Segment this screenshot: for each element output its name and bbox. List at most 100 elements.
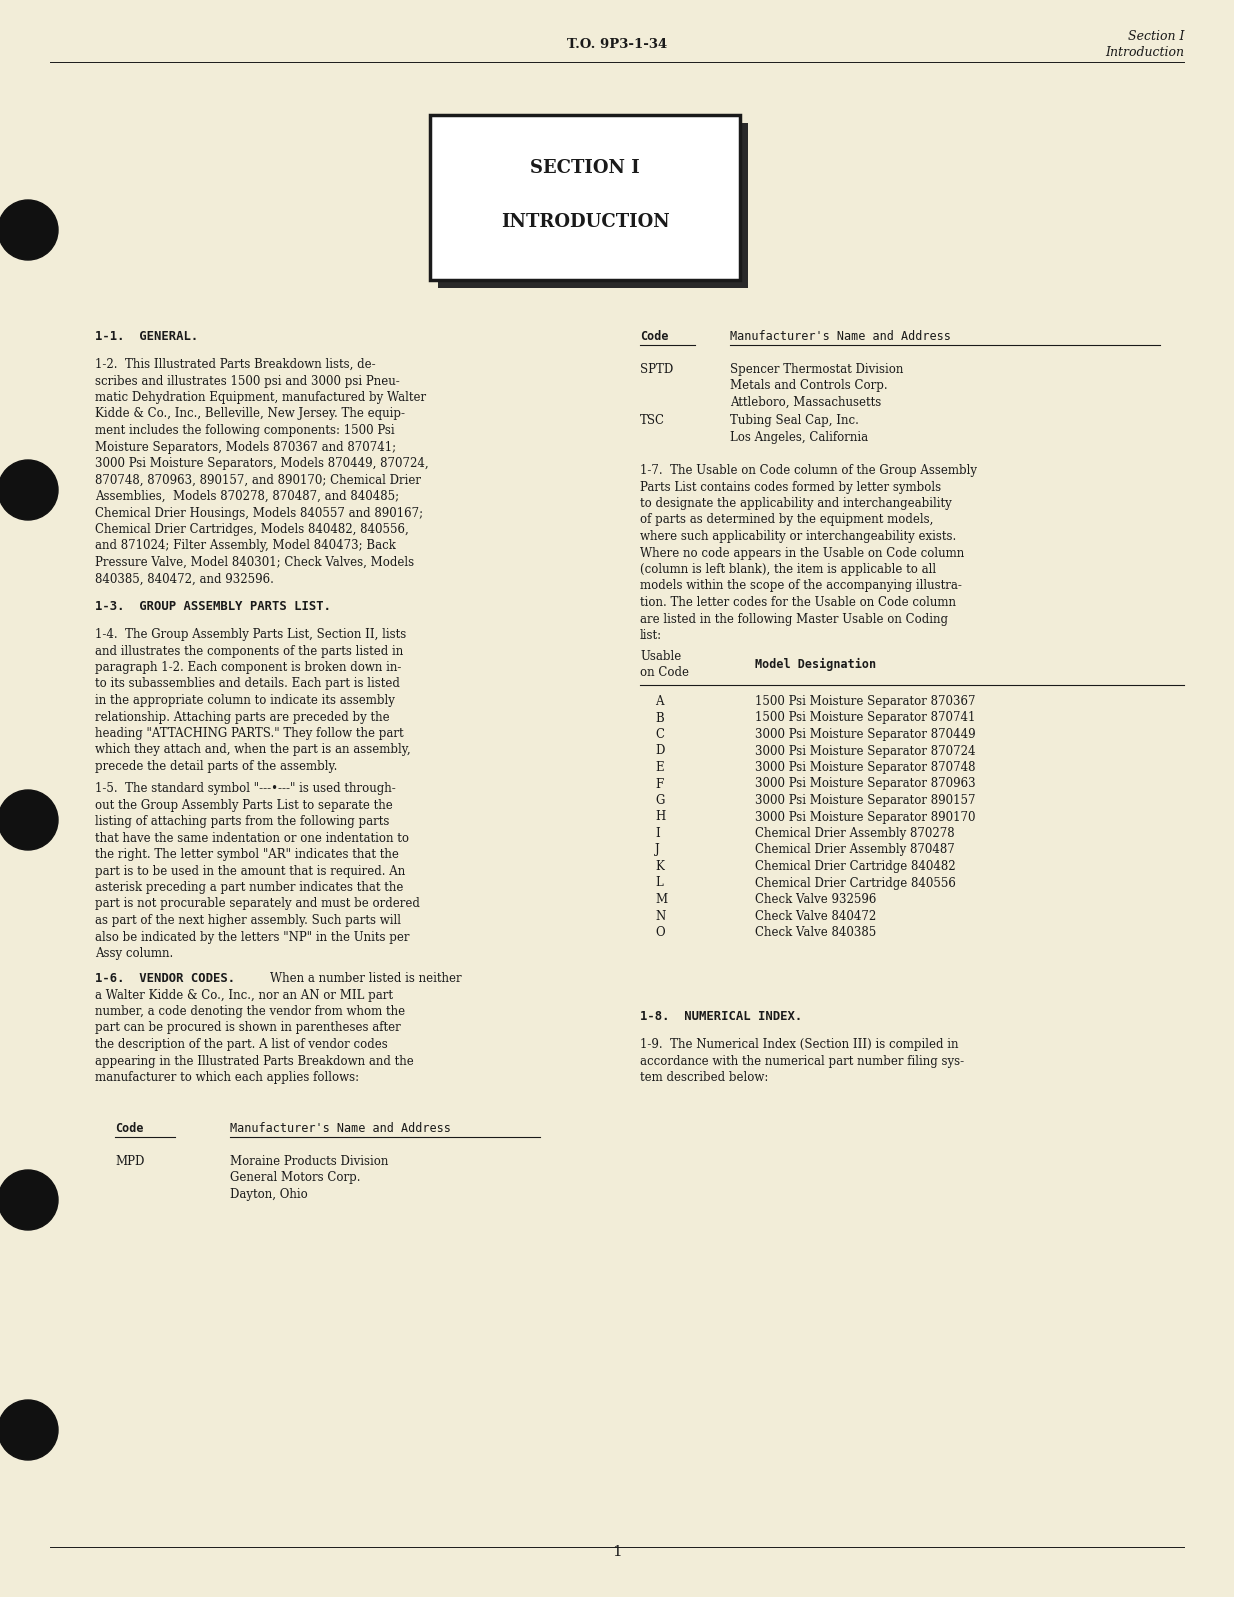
Text: Manufacturer's Name and Address: Manufacturer's Name and Address <box>731 331 951 343</box>
Text: where such applicability or interchangeability exists.: where such applicability or interchangea… <box>640 530 956 543</box>
Text: (column is left blank), the item is applicable to all: (column is left blank), the item is appl… <box>640 564 937 577</box>
Text: to designate the applicability and interchangeability: to designate the applicability and inter… <box>640 497 951 509</box>
Text: 1-4.  The Group Assembly Parts List, Section II, lists: 1-4. The Group Assembly Parts List, Sect… <box>95 628 406 640</box>
Text: also be indicated by the letters "NP" in the Units per: also be indicated by the letters "NP" in… <box>95 931 410 944</box>
Text: Kidde & Co., Inc., Belleville, New Jersey. The equip-: Kidde & Co., Inc., Belleville, New Jerse… <box>95 407 405 420</box>
Text: the description of the part. A list of vendor codes: the description of the part. A list of v… <box>95 1038 387 1051</box>
Text: part can be procured is shown in parentheses after: part can be procured is shown in parenth… <box>95 1022 401 1035</box>
Text: H: H <box>655 811 665 824</box>
Text: Chemical Drier Assembly 870278: Chemical Drier Assembly 870278 <box>755 827 955 840</box>
Text: and 871024; Filter Assembly, Model 840473; Back: and 871024; Filter Assembly, Model 84047… <box>95 540 396 553</box>
Text: 1: 1 <box>612 1544 622 1559</box>
Text: of parts as determined by the equipment models,: of parts as determined by the equipment … <box>640 514 933 527</box>
Text: When a number listed is neither: When a number listed is neither <box>270 973 462 985</box>
Text: Chemical Drier Cartridges, Models 840482, 840556,: Chemical Drier Cartridges, Models 840482… <box>95 522 408 537</box>
Text: Introduction: Introduction <box>1104 46 1183 59</box>
Text: E: E <box>655 762 664 775</box>
Text: tem described below:: tem described below: <box>640 1072 769 1084</box>
Text: precede the detail parts of the assembly.: precede the detail parts of the assembly… <box>95 760 337 773</box>
Text: J: J <box>655 843 660 856</box>
Text: list:: list: <box>640 629 663 642</box>
Text: in the appropriate column to indicate its assembly: in the appropriate column to indicate it… <box>95 695 395 707</box>
Circle shape <box>0 791 58 850</box>
Text: relationship. Attaching parts are preceded by the: relationship. Attaching parts are preced… <box>95 711 390 723</box>
Text: Code: Code <box>640 331 669 343</box>
Text: 3000 Psi Moisture Separator 870724: 3000 Psi Moisture Separator 870724 <box>755 744 976 757</box>
Text: Moraine Products Division: Moraine Products Division <box>230 1155 389 1167</box>
Bar <box>438 123 748 287</box>
Text: Chemical Drier Cartridge 840482: Chemical Drier Cartridge 840482 <box>755 861 955 874</box>
Text: Attleboro, Massachusetts: Attleboro, Massachusetts <box>731 396 881 409</box>
Text: 1-3.  GROUP ASSEMBLY PARTS LIST.: 1-3. GROUP ASSEMBLY PARTS LIST. <box>95 600 331 613</box>
Text: TSC: TSC <box>640 414 665 426</box>
Text: K: K <box>655 861 664 874</box>
Text: Manufacturer's Name and Address: Manufacturer's Name and Address <box>230 1123 450 1135</box>
Circle shape <box>0 460 58 521</box>
Text: 1500 Psi Moisture Separator 870741: 1500 Psi Moisture Separator 870741 <box>755 712 975 725</box>
Text: 3000 Psi Moisture Separator 870963: 3000 Psi Moisture Separator 870963 <box>755 778 976 791</box>
Text: SECTION I: SECTION I <box>531 158 640 177</box>
Text: manufacturer to which each applies follows:: manufacturer to which each applies follo… <box>95 1072 359 1084</box>
Text: 870748, 870963, 890157, and 890170; Chemical Drier: 870748, 870963, 890157, and 890170; Chem… <box>95 473 421 487</box>
Text: Chemical Drier Housings, Models 840557 and 890167;: Chemical Drier Housings, Models 840557 a… <box>95 506 423 519</box>
Text: Moisture Separators, Models 870367 and 870741;: Moisture Separators, Models 870367 and 8… <box>95 441 396 454</box>
Text: part is to be used in the amount that is required. An: part is to be used in the amount that is… <box>95 864 405 877</box>
Text: D: D <box>655 744 664 757</box>
Text: General Motors Corp.: General Motors Corp. <box>230 1172 360 1185</box>
Text: ment includes the following components: 1500 Psi: ment includes the following components: … <box>95 423 395 438</box>
Text: M: M <box>655 893 668 905</box>
Text: Code: Code <box>115 1123 143 1135</box>
Text: 840385, 840472, and 932596.: 840385, 840472, and 932596. <box>95 572 274 586</box>
Text: tion. The letter codes for the Usable on Code column: tion. The letter codes for the Usable on… <box>640 596 956 608</box>
Text: B: B <box>655 712 664 725</box>
Text: INTRODUCTION: INTRODUCTION <box>501 214 669 232</box>
Text: Parts List contains codes formed by letter symbols: Parts List contains codes formed by lett… <box>640 481 942 493</box>
Text: a Walter Kidde & Co., Inc., nor an AN or MIL part: a Walter Kidde & Co., Inc., nor an AN or… <box>95 989 392 1001</box>
Text: C: C <box>655 728 664 741</box>
Text: matic Dehydration Equipment, manufactured by Walter: matic Dehydration Equipment, manufacture… <box>95 391 426 404</box>
Text: Assy column.: Assy column. <box>95 947 173 960</box>
Text: L: L <box>655 877 663 890</box>
Text: O: O <box>655 926 665 939</box>
Text: Spencer Thermostat Division: Spencer Thermostat Division <box>731 363 903 375</box>
Text: Check Valve 840472: Check Valve 840472 <box>755 910 876 923</box>
Text: I: I <box>655 827 660 840</box>
Text: Usable: Usable <box>640 650 681 663</box>
Text: G: G <box>655 794 664 806</box>
Circle shape <box>0 1401 58 1460</box>
Text: as part of the next higher assembly. Such parts will: as part of the next higher assembly. Suc… <box>95 913 401 926</box>
Text: Chemical Drier Cartridge 840556: Chemical Drier Cartridge 840556 <box>755 877 956 890</box>
Text: 3000 Psi Moisture Separator 870449: 3000 Psi Moisture Separator 870449 <box>755 728 976 741</box>
Text: A: A <box>655 695 664 707</box>
Text: SPTD: SPTD <box>640 363 674 375</box>
Text: 3000 Psi Moisture Separator 890170: 3000 Psi Moisture Separator 890170 <box>755 811 976 824</box>
Text: Model Designation: Model Designation <box>755 658 876 671</box>
Text: Pressure Valve, Model 840301; Check Valves, Models: Pressure Valve, Model 840301; Check Valv… <box>95 556 415 569</box>
Text: number, a code denoting the vendor from whom the: number, a code denoting the vendor from … <box>95 1005 405 1017</box>
Circle shape <box>0 200 58 260</box>
Text: 1-2.  This Illustrated Parts Breakdown lists, de-: 1-2. This Illustrated Parts Breakdown li… <box>95 358 375 371</box>
Text: Tubing Seal Cap, Inc.: Tubing Seal Cap, Inc. <box>731 414 859 426</box>
Text: that have the same indentation or one indentation to: that have the same indentation or one in… <box>95 832 408 845</box>
Text: 1500 Psi Moisture Separator 870367: 1500 Psi Moisture Separator 870367 <box>755 695 976 707</box>
Text: Check Valve 840385: Check Valve 840385 <box>755 926 876 939</box>
Text: Metals and Controls Corp.: Metals and Controls Corp. <box>731 380 887 393</box>
Text: appearing in the Illustrated Parts Breakdown and the: appearing in the Illustrated Parts Break… <box>95 1054 413 1067</box>
Text: paragraph 1-2. Each component is broken down in-: paragraph 1-2. Each component is broken … <box>95 661 401 674</box>
Text: Section I: Section I <box>1128 30 1183 43</box>
Text: the right. The letter symbol "AR" indicates that the: the right. The letter symbol "AR" indica… <box>95 848 399 861</box>
Text: Los Angeles, California: Los Angeles, California <box>731 431 869 444</box>
Text: Dayton, Ohio: Dayton, Ohio <box>230 1188 307 1201</box>
Circle shape <box>0 1171 58 1230</box>
Bar <box>429 115 740 279</box>
Text: and illustrates the components of the parts listed in: and illustrates the components of the pa… <box>95 645 404 658</box>
Text: 1-8.  NUMERICAL INDEX.: 1-8. NUMERICAL INDEX. <box>640 1009 802 1024</box>
Text: MPD: MPD <box>115 1155 144 1167</box>
Text: 1-6.  VENDOR CODES.: 1-6. VENDOR CODES. <box>95 973 236 985</box>
Text: scribes and illustrates 1500 psi and 3000 psi Pneu-: scribes and illustrates 1500 psi and 300… <box>95 375 400 388</box>
Text: are listed in the following Master Usable on Coding: are listed in the following Master Usabl… <box>640 613 948 626</box>
Text: 3000 Psi Moisture Separator 870748: 3000 Psi Moisture Separator 870748 <box>755 762 976 775</box>
Text: out the Group Assembly Parts List to separate the: out the Group Assembly Parts List to sep… <box>95 798 392 811</box>
Text: accordance with the numerical part number filing sys-: accordance with the numerical part numbe… <box>640 1054 964 1067</box>
Text: 3000 Psi Moisture Separators, Models 870449, 870724,: 3000 Psi Moisture Separators, Models 870… <box>95 457 428 470</box>
